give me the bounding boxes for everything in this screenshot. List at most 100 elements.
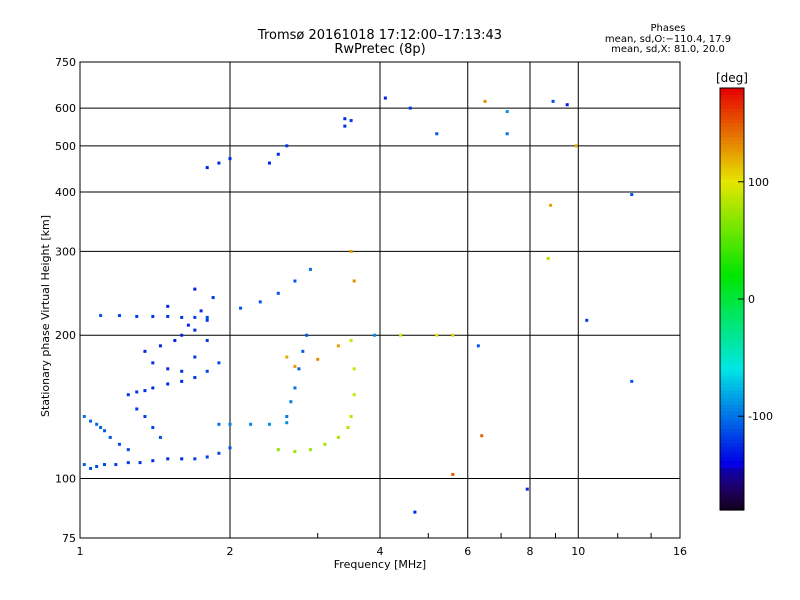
colorbar-segment bbox=[720, 464, 744, 469]
data-point bbox=[99, 425, 103, 429]
x-tick-label: 2 bbox=[227, 545, 234, 558]
chart-subtitle: RwPretec (8p) bbox=[334, 42, 426, 57]
colorbar-segment bbox=[720, 323, 744, 328]
colorbar-segment bbox=[720, 386, 744, 392]
data-point bbox=[316, 357, 320, 361]
colorbar-segment bbox=[720, 383, 744, 388]
colorbar-segment bbox=[720, 341, 744, 346]
colorbar-segment bbox=[720, 211, 744, 216]
colorbar-segment bbox=[720, 165, 744, 170]
colorbar: [deg] 100 0 -100 bbox=[716, 71, 773, 511]
colorbar-segment bbox=[720, 418, 744, 423]
data-point bbox=[89, 466, 93, 470]
colorbar-segment bbox=[720, 453, 744, 458]
colorbar-segment bbox=[720, 351, 744, 356]
data-point bbox=[138, 461, 142, 465]
colorbar-segment bbox=[720, 147, 744, 152]
data-point bbox=[180, 457, 184, 461]
colorbar-segment bbox=[720, 302, 744, 307]
colorbar-tick-label: 0 bbox=[748, 293, 755, 306]
data-point bbox=[151, 386, 155, 390]
data-point bbox=[103, 463, 107, 467]
data-point bbox=[435, 132, 439, 136]
data-point bbox=[349, 249, 353, 253]
colorbar-segment bbox=[720, 246, 744, 251]
colorbar-segment bbox=[720, 393, 744, 399]
colorbar-segment bbox=[720, 439, 744, 444]
colorbar-segment bbox=[720, 204, 744, 209]
data-point bbox=[249, 422, 253, 426]
data-point bbox=[143, 414, 147, 418]
data-point bbox=[549, 203, 553, 207]
data-point bbox=[95, 422, 99, 426]
colorbar-segment bbox=[720, 295, 744, 300]
data-point bbox=[285, 414, 289, 418]
colorbar-segment bbox=[720, 88, 744, 93]
colorbar-segment bbox=[720, 348, 744, 353]
colorbar-segment bbox=[720, 362, 744, 367]
colorbar-segment bbox=[720, 151, 744, 156]
data-point bbox=[143, 389, 147, 393]
x-tick-label: 4 bbox=[377, 545, 384, 558]
data-point bbox=[166, 314, 170, 318]
data-point bbox=[180, 379, 184, 383]
colorbar-segment bbox=[720, 404, 744, 409]
colorbar-segment bbox=[720, 179, 744, 184]
colorbar-segment bbox=[720, 260, 744, 265]
data-point bbox=[193, 287, 197, 291]
data-point bbox=[180, 333, 184, 337]
colorbar-segment bbox=[720, 256, 744, 261]
data-point bbox=[211, 296, 215, 300]
data-point bbox=[285, 144, 289, 148]
colorbar-segment bbox=[720, 337, 744, 342]
colorbar-segment bbox=[720, 488, 744, 494]
data-point bbox=[630, 193, 634, 197]
data-point bbox=[205, 369, 209, 373]
colorbar-segment bbox=[720, 214, 744, 219]
colorbar-segment bbox=[720, 457, 744, 462]
chart-title: Tromsø 20161018 17:12:00–17:13:43 bbox=[257, 28, 503, 43]
colorbar-segment bbox=[720, 235, 744, 240]
colorbar-segment bbox=[720, 422, 744, 427]
data-point bbox=[349, 338, 353, 342]
data-point bbox=[193, 328, 197, 332]
data-point bbox=[343, 124, 347, 128]
data-point bbox=[166, 382, 170, 386]
colorbar-segment bbox=[720, 98, 744, 103]
colorbar-segment bbox=[720, 425, 744, 430]
colorbar-segment bbox=[720, 334, 744, 339]
colorbar-segment bbox=[720, 182, 744, 188]
data-point bbox=[228, 446, 232, 450]
data-point bbox=[205, 318, 209, 322]
colorbar-segment bbox=[720, 415, 744, 420]
colorbar-segment bbox=[720, 109, 744, 114]
data-point bbox=[267, 161, 271, 165]
x-tick-label: 16 bbox=[673, 545, 687, 558]
colorbar-segment bbox=[720, 253, 744, 258]
colorbar-segment bbox=[720, 369, 744, 374]
data-point bbox=[193, 376, 197, 380]
colorbar-segment bbox=[720, 126, 744, 131]
colorbar-segment bbox=[720, 485, 744, 490]
data-point bbox=[343, 117, 347, 121]
data-point bbox=[117, 442, 121, 446]
y-tick-label: 750 bbox=[55, 56, 76, 69]
data-point bbox=[276, 152, 280, 156]
data-point bbox=[217, 161, 221, 165]
colorbar-segment bbox=[720, 499, 744, 504]
colorbar-segment bbox=[720, 154, 744, 159]
data-point bbox=[114, 463, 118, 467]
colorbar-segment bbox=[720, 130, 744, 135]
y-tick-label: 600 bbox=[55, 102, 76, 115]
colorbar-segment bbox=[720, 291, 744, 297]
colorbar-segment bbox=[720, 320, 744, 325]
colorbar-segment bbox=[720, 365, 744, 370]
data-point bbox=[228, 157, 232, 161]
data-point bbox=[505, 110, 509, 114]
data-point bbox=[82, 414, 86, 418]
data-point bbox=[435, 333, 439, 337]
colorbar-segment bbox=[720, 330, 744, 335]
colorbar-segment bbox=[720, 492, 744, 497]
colorbar-segment bbox=[720, 218, 744, 223]
